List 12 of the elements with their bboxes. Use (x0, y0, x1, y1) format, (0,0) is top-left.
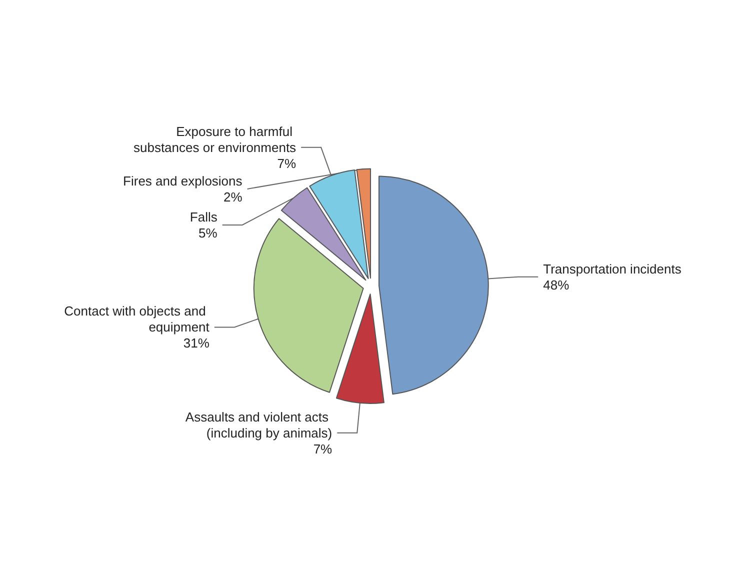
data-label: 5% (198, 225, 218, 240)
slice-label: Assaults and violent acts (including by animals) (185, 409, 332, 440)
data-label: 31% (183, 336, 210, 351)
data-label: 7% (313, 441, 333, 456)
slice-label: Falls (190, 209, 218, 224)
data-label: 48% (543, 277, 570, 292)
data-label: 7% (277, 156, 297, 171)
data-label: 2% (223, 189, 243, 204)
slice-label: Transportation incidents (543, 261, 682, 276)
slice-label: Exposure to harmful substances or environments (133, 124, 297, 155)
slice-label: Contact with objects and equipment (64, 304, 210, 335)
slice-label: Fires and explosions (123, 173, 243, 188)
